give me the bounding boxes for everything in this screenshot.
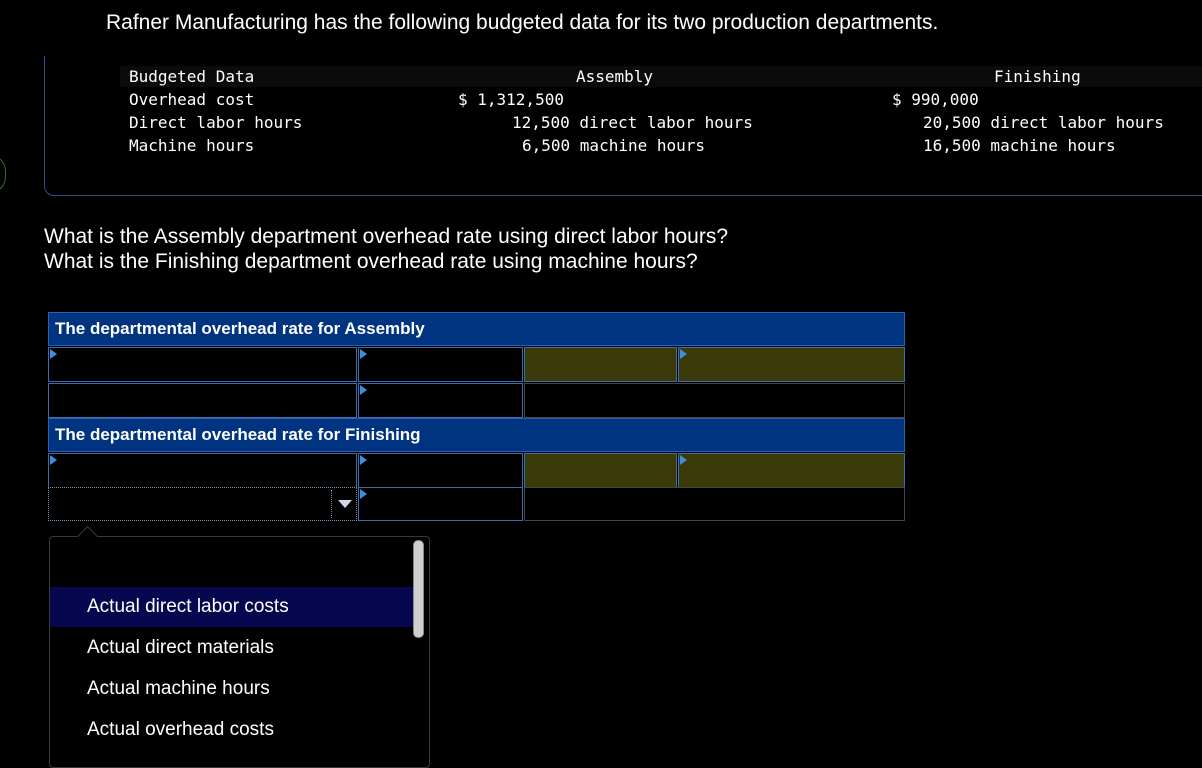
finishing-numerator-input[interactable]	[48, 453, 357, 488]
input-marker-icon	[680, 349, 687, 359]
assembly-numerator-input[interactable]	[48, 347, 357, 382]
row-label-machine-hours: Machine hours	[129, 136, 255, 155]
assembly-section-title: The departmental overhead rate for Assem…	[55, 319, 425, 338]
row-label-overhead: Overhead cost	[129, 90, 255, 109]
left-edge-decoration	[0, 155, 6, 193]
header-budgeted-data: Budgeted Data	[129, 67, 255, 86]
question-assembly: What is the Assembly department overhead…	[44, 225, 729, 248]
finishing-empty-cell	[524, 487, 905, 521]
input-marker-icon	[360, 349, 367, 359]
dropdown-option[interactable]: Actual direct materials	[50, 628, 423, 668]
assembly-rate-input[interactable]	[678, 347, 905, 382]
header-finishing: Finishing	[994, 67, 1081, 86]
finishing-machine-hours: 16,500 machine hours	[923, 136, 1116, 155]
finishing-basis-dropdown[interactable]	[48, 487, 357, 521]
assembly-numerator-value-input[interactable]	[48, 383, 357, 418]
dropdown-option[interactable]: Actual machine hours	[50, 669, 423, 709]
option-label: Actual direct materials	[87, 637, 274, 658]
chevron-down-icon[interactable]	[338, 500, 352, 508]
problem-intro: Rafner Manufacturing has the following b…	[106, 11, 939, 34]
question-finishing: What is the Finishing department overhea…	[44, 250, 698, 273]
option-label: Actual machine hours	[87, 678, 270, 699]
assembly-unit-cell	[524, 347, 677, 382]
finishing-direct-labor-hours: 20,500 direct labor hours	[923, 113, 1164, 132]
finishing-denominator-value-input[interactable]	[358, 487, 523, 521]
input-marker-icon	[680, 455, 687, 465]
finishing-denominator-input[interactable]	[358, 453, 523, 488]
finishing-rate-input[interactable]	[678, 453, 905, 488]
input-marker-icon	[50, 349, 57, 359]
budget-header-band	[120, 66, 1202, 87]
menu-caret	[76, 525, 99, 548]
option-label: Actual overhead costs	[87, 719, 274, 740]
assembly-denominator-value-input[interactable]	[358, 383, 523, 418]
finishing-unit-cell	[524, 453, 677, 488]
assembly-empty-cell	[524, 383, 905, 418]
input-marker-icon	[50, 455, 57, 465]
input-marker-icon	[360, 455, 367, 465]
dropdown-option[interactable]: Actual direct labor costs	[50, 587, 423, 627]
header-assembly: Assembly	[576, 67, 654, 86]
input-marker-icon	[360, 489, 367, 499]
assembly-overhead-cost: $ 1,312,500	[458, 90, 564, 109]
finishing-overhead-cost: $ 990,000	[892, 90, 979, 109]
option-label: Actual direct labor costs	[87, 596, 289, 617]
row-label-direct-labor: Direct labor hours	[129, 113, 303, 132]
menu-scrollbar[interactable]	[413, 540, 424, 638]
assembly-direct-labor-hours: 12,500 direct labor hours	[512, 113, 753, 132]
finishing-section-header: The departmental overhead rate for Finis…	[48, 418, 905, 452]
input-marker-icon	[360, 385, 367, 395]
finishing-section-title: The departmental overhead rate for Finis…	[55, 425, 421, 444]
assembly-machine-hours: 6,500 machine hours	[522, 136, 706, 155]
assembly-section-header: The departmental overhead rate for Assem…	[48, 312, 905, 346]
budget-data-panel	[44, 56, 1202, 196]
dropdown-separator	[331, 490, 332, 518]
dropdown-menu: Actual direct labor costs Actual direct …	[49, 525, 430, 768]
dropdown-option[interactable]: Actual overhead costs	[50, 710, 423, 750]
assembly-denominator-input[interactable]	[358, 347, 523, 382]
